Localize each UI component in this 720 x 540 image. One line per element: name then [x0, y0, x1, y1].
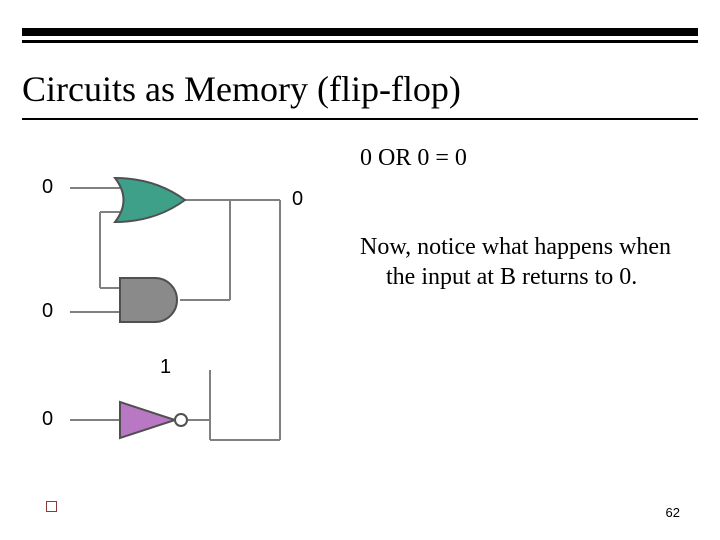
and-gate: [120, 278, 177, 322]
label-output: 0: [292, 188, 303, 211]
slide-title: Circuits as Memory (flip-flop): [22, 68, 461, 110]
label-not-in: 0: [42, 408, 53, 431]
or-gate: [115, 178, 185, 222]
equation-text: 0 OR 0 = 0: [360, 145, 467, 172]
body-text: Now, notice what happens when the input …: [360, 232, 706, 292]
footer-accent-square: [46, 501, 57, 512]
not-bubble: [175, 414, 187, 426]
page-number: 62: [666, 505, 680, 520]
label-or-in-top: 0: [42, 176, 53, 199]
label-and-in: 0: [42, 300, 53, 323]
slide-top-border-thin: [22, 40, 698, 43]
circuit-svg: [60, 160, 350, 470]
not-gate: [120, 402, 175, 438]
slide-top-border-thick: [22, 28, 698, 36]
wire-group: [70, 188, 280, 440]
label-not-out: 1: [160, 356, 171, 379]
circuit-diagram: 0 0 0 1 0: [60, 160, 350, 470]
title-underline: [22, 118, 698, 120]
